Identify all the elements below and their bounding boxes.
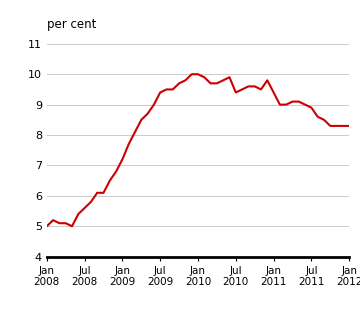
Text: per cent: per cent <box>47 18 96 31</box>
